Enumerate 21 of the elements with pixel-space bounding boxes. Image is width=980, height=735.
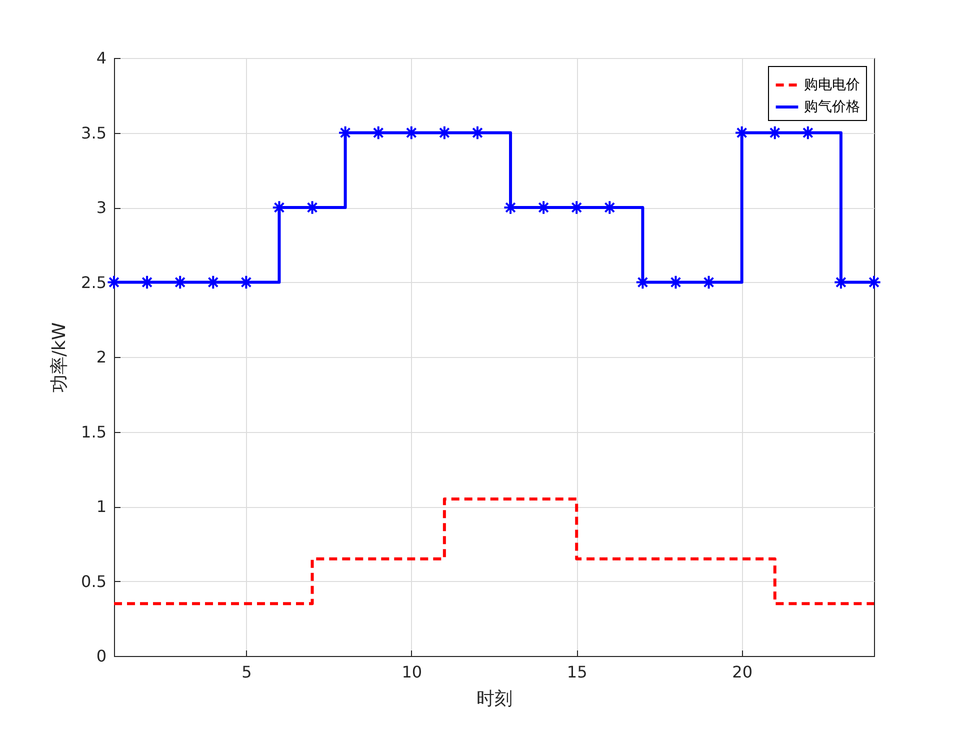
x-axis-title: 时刻 [476,688,512,710]
point [503,200,518,215]
y-tick-label: 3 [96,198,106,217]
y-tick-label: 1 [96,497,106,516]
y-tick-label: 0.5 [81,572,106,591]
y-tick-label: 2.5 [81,272,106,292]
x-tick-label: 5 [242,662,252,682]
x-tick-label: 20 [732,662,753,682]
x-tick-label: 15 [566,662,588,682]
point [106,274,122,290]
y-tick-label: 2 [96,348,106,366]
legend-label: 购气价格 [804,99,860,115]
point [470,125,485,140]
legend-label: 购电电价 [804,77,860,93]
x-tick-label: 10 [402,662,422,682]
y-tick-label: 3.5 [81,123,106,142]
y-tick-label: 0 [96,646,106,666]
y-tick-label: 1.5 [81,422,106,442]
y-tick-label: 4 [96,48,106,68]
point [866,274,882,290]
y-axis-title: 功率/kW [49,322,70,393]
